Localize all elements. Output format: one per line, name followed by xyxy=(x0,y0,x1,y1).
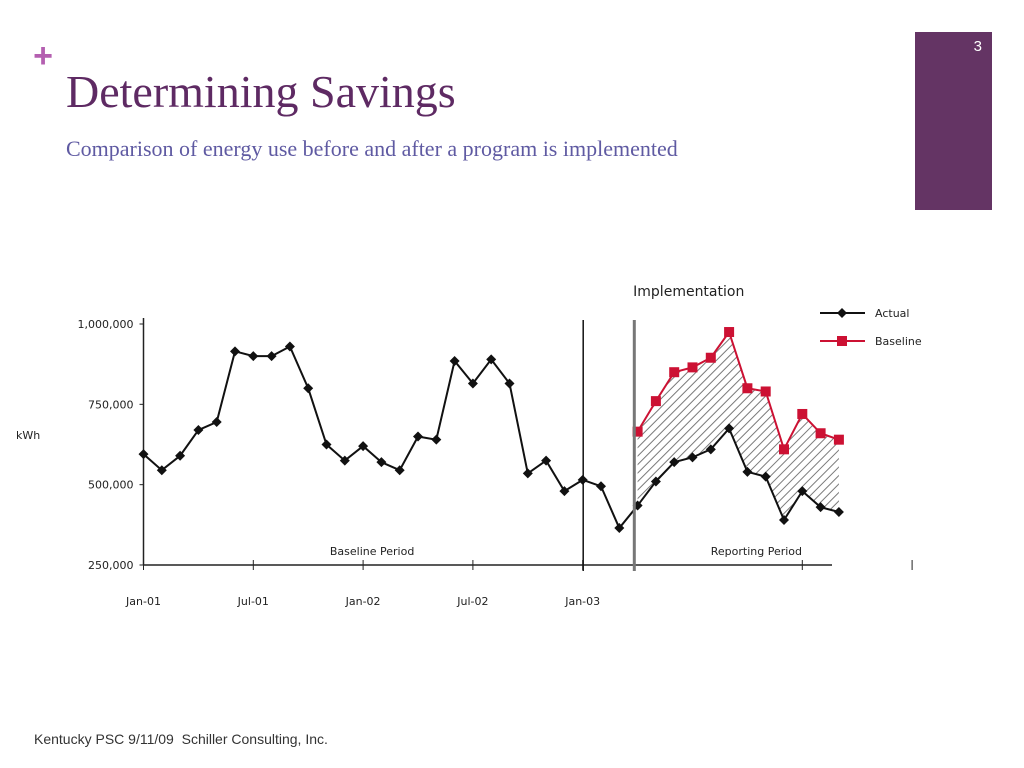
baseline-point xyxy=(797,408,808,419)
actual-point xyxy=(230,346,240,357)
baseline-point xyxy=(632,426,643,437)
actual-point xyxy=(486,354,497,365)
actual-point xyxy=(504,378,515,389)
y-tick-label: 1,000,000 xyxy=(78,318,134,331)
slide-number: 3 xyxy=(973,38,982,55)
actual-point xyxy=(705,444,716,455)
actual-point xyxy=(193,425,204,436)
implementation-label: Implementation xyxy=(633,284,744,300)
baseline-period-label: Baseline Period xyxy=(330,545,414,558)
x-tick-label: Jan-01 xyxy=(125,595,161,608)
actual-point xyxy=(248,351,259,362)
actual-point xyxy=(797,486,808,497)
actual-point xyxy=(779,515,789,526)
actual-point xyxy=(156,465,167,476)
savings-area xyxy=(637,332,839,521)
reporting-period-label: Reporting Period xyxy=(711,545,802,558)
y-tick-label: 250,000 xyxy=(88,559,134,572)
baseline-point xyxy=(724,327,735,338)
actual-point xyxy=(449,355,460,366)
actual-point xyxy=(559,486,570,497)
y-axis-label: kWh xyxy=(16,429,40,442)
actual-point xyxy=(321,439,332,450)
slide-subtitle: Comparison of energy use before and afte… xyxy=(66,136,678,161)
actual-point xyxy=(266,351,277,362)
actual-point xyxy=(669,457,680,468)
actual-point xyxy=(339,455,350,466)
baseline-point xyxy=(687,362,698,373)
y-tick-label: 750,000 xyxy=(88,398,134,411)
legend-item-baseline: Baseline xyxy=(820,335,922,348)
x-tick-label: Jul-02 xyxy=(456,595,488,608)
x-tick-label: Jul-01 xyxy=(237,595,269,608)
actual-point xyxy=(650,476,661,487)
y-tick-label: 500,000 xyxy=(88,479,134,492)
baseline-point xyxy=(650,396,661,407)
actual-point xyxy=(138,449,149,460)
footer-text: Kentucky PSC 9/11/09 Schiller Consulting… xyxy=(34,731,328,747)
actual-point xyxy=(541,455,552,466)
actual-point xyxy=(833,506,844,517)
actual-point xyxy=(303,383,314,394)
actual-point xyxy=(431,434,442,445)
actual-point xyxy=(614,523,625,534)
x-tick-label: Jan-02 xyxy=(345,595,381,608)
slide-title: Determining Savings xyxy=(66,66,456,117)
legend-item-actual: Actual xyxy=(820,307,909,320)
baseline-point xyxy=(705,352,716,363)
baseline-point xyxy=(669,367,680,378)
legend-label: Baseline xyxy=(875,335,922,348)
actual-point xyxy=(815,502,826,513)
actual-point xyxy=(284,341,295,352)
actual-point xyxy=(760,471,771,482)
baseline-point xyxy=(779,444,789,455)
actual-point xyxy=(687,452,698,463)
legend-marker xyxy=(837,336,847,346)
energy-chart: 1,000,000 750,000 500,000 250,000 kWh Jan-01… xyxy=(16,284,922,608)
baseline-point xyxy=(815,428,826,439)
x-tick-label: Jan-03 xyxy=(564,595,600,608)
actual-point xyxy=(358,441,369,452)
plus-bullet-icon: + xyxy=(33,37,53,75)
actual-point xyxy=(467,378,478,389)
actual-point xyxy=(742,466,753,477)
legend-label: Actual xyxy=(875,307,909,320)
baseline-point xyxy=(760,386,771,397)
legend-marker xyxy=(837,308,847,318)
actual-point xyxy=(175,450,186,461)
actual-point xyxy=(724,423,735,434)
baseline-point xyxy=(742,383,753,394)
actual-point xyxy=(211,417,222,428)
slide-number-badge: 3 xyxy=(915,32,992,210)
actual-point xyxy=(522,468,533,479)
baseline-point xyxy=(833,434,844,445)
actual-point xyxy=(376,457,387,468)
actual-point xyxy=(394,465,405,476)
actual-point xyxy=(596,481,606,492)
actual-point xyxy=(413,431,423,442)
